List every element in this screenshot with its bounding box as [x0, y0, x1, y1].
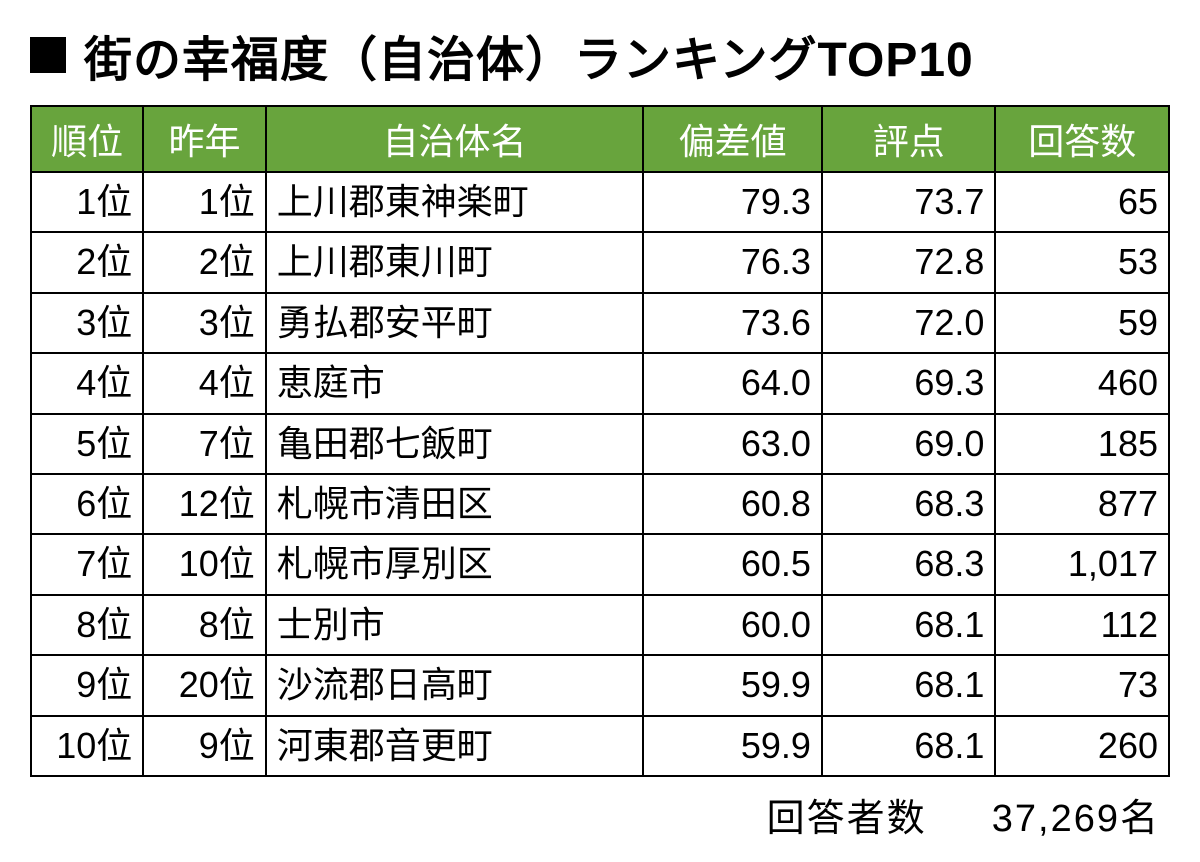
- cell-name: 亀田郡七飯町: [266, 414, 644, 474]
- cell-resp: 65: [995, 172, 1169, 232]
- table-row: 6位12位札幌市清田区60.868.3877: [31, 474, 1169, 534]
- cell-dev: 60.5: [643, 534, 822, 594]
- ranking-table: 順位 昨年 自治体名 偏差値 評点 回答数 1位1位上川郡東神楽町79.373.…: [30, 105, 1170, 777]
- cell-prev: 9位: [143, 716, 265, 776]
- cell-score: 68.3: [822, 534, 996, 594]
- col-header-score: 評点: [822, 106, 996, 172]
- cell-prev: 20位: [143, 655, 265, 715]
- cell-resp: 59: [995, 293, 1169, 353]
- cell-name: 上川郡東川町: [266, 232, 644, 292]
- cell-score: 72.0: [822, 293, 996, 353]
- cell-prev: 12位: [143, 474, 265, 534]
- footer-note: 回答者数 37,269名: [30, 787, 1170, 842]
- cell-resp: 53: [995, 232, 1169, 292]
- table-row: 5位7位亀田郡七飯町63.069.0185: [31, 414, 1169, 474]
- cell-prev: 10位: [143, 534, 265, 594]
- cell-name: 沙流郡日高町: [266, 655, 644, 715]
- cell-score: 73.7: [822, 172, 996, 232]
- cell-prev: 8位: [143, 595, 265, 655]
- table-body: 1位1位上川郡東神楽町79.373.7652位2位上川郡東川町76.372.85…: [31, 172, 1169, 776]
- cell-rank: 7位: [31, 534, 143, 594]
- cell-dev: 59.9: [643, 655, 822, 715]
- cell-dev: 60.0: [643, 595, 822, 655]
- cell-name: 勇払郡安平町: [266, 293, 644, 353]
- cell-resp: 73: [995, 655, 1169, 715]
- cell-rank: 10位: [31, 716, 143, 776]
- cell-score: 68.1: [822, 655, 996, 715]
- footer-label: 回答者数: [767, 798, 927, 840]
- cell-score: 69.3: [822, 353, 996, 413]
- cell-score: 69.0: [822, 414, 996, 474]
- table-header-row: 順位 昨年 自治体名 偏差値 評点 回答数: [31, 106, 1169, 172]
- cell-rank: 6位: [31, 474, 143, 534]
- cell-dev: 59.9: [643, 716, 822, 776]
- title-row: 街の幸福度（自治体）ランキングTOP10: [30, 20, 1170, 90]
- cell-score: 68.1: [822, 595, 996, 655]
- title-square-marker: [30, 37, 66, 73]
- table-row: 4位4位恵庭市64.069.3460: [31, 353, 1169, 413]
- cell-score: 68.1: [822, 716, 996, 776]
- cell-dev: 64.0: [643, 353, 822, 413]
- cell-name: 恵庭市: [266, 353, 644, 413]
- cell-dev: 60.8: [643, 474, 822, 534]
- table-row: 9位20位沙流郡日高町59.968.173: [31, 655, 1169, 715]
- footer-value: 37,269名: [992, 798, 1160, 840]
- cell-dev: 73.6: [643, 293, 822, 353]
- cell-resp: 260: [995, 716, 1169, 776]
- page-title: 街の幸福度（自治体）ランキングTOP10: [84, 20, 974, 90]
- cell-prev: 2位: [143, 232, 265, 292]
- cell-name: 札幌市清田区: [266, 474, 644, 534]
- cell-name: 札幌市厚別区: [266, 534, 644, 594]
- cell-rank: 9位: [31, 655, 143, 715]
- cell-resp: 112: [995, 595, 1169, 655]
- cell-name: 河東郡音更町: [266, 716, 644, 776]
- table-row: 7位10位札幌市厚別区60.568.31,017: [31, 534, 1169, 594]
- table-row: 1位1位上川郡東神楽町79.373.765: [31, 172, 1169, 232]
- cell-rank: 5位: [31, 414, 143, 474]
- table-row: 2位2位上川郡東川町76.372.853: [31, 232, 1169, 292]
- cell-dev: 63.0: [643, 414, 822, 474]
- cell-name: 上川郡東神楽町: [266, 172, 644, 232]
- cell-prev: 3位: [143, 293, 265, 353]
- cell-name: 士別市: [266, 595, 644, 655]
- cell-rank: 8位: [31, 595, 143, 655]
- cell-rank: 2位: [31, 232, 143, 292]
- cell-rank: 4位: [31, 353, 143, 413]
- cell-dev: 79.3: [643, 172, 822, 232]
- col-header-rank: 順位: [31, 106, 143, 172]
- table-row: 8位8位士別市60.068.1112: [31, 595, 1169, 655]
- col-header-dev: 偏差値: [643, 106, 822, 172]
- col-header-resp: 回答数: [995, 106, 1169, 172]
- cell-resp: 185: [995, 414, 1169, 474]
- cell-score: 72.8: [822, 232, 996, 292]
- cell-prev: 7位: [143, 414, 265, 474]
- cell-resp: 1,017: [995, 534, 1169, 594]
- cell-dev: 76.3: [643, 232, 822, 292]
- cell-score: 68.3: [822, 474, 996, 534]
- cell-rank: 1位: [31, 172, 143, 232]
- cell-prev: 1位: [143, 172, 265, 232]
- col-header-prev: 昨年: [143, 106, 265, 172]
- table-row: 3位3位勇払郡安平町73.672.059: [31, 293, 1169, 353]
- cell-rank: 3位: [31, 293, 143, 353]
- cell-resp: 460: [995, 353, 1169, 413]
- table-row: 10位9位河東郡音更町59.968.1260: [31, 716, 1169, 776]
- col-header-name: 自治体名: [266, 106, 644, 172]
- cell-resp: 877: [995, 474, 1169, 534]
- cell-prev: 4位: [143, 353, 265, 413]
